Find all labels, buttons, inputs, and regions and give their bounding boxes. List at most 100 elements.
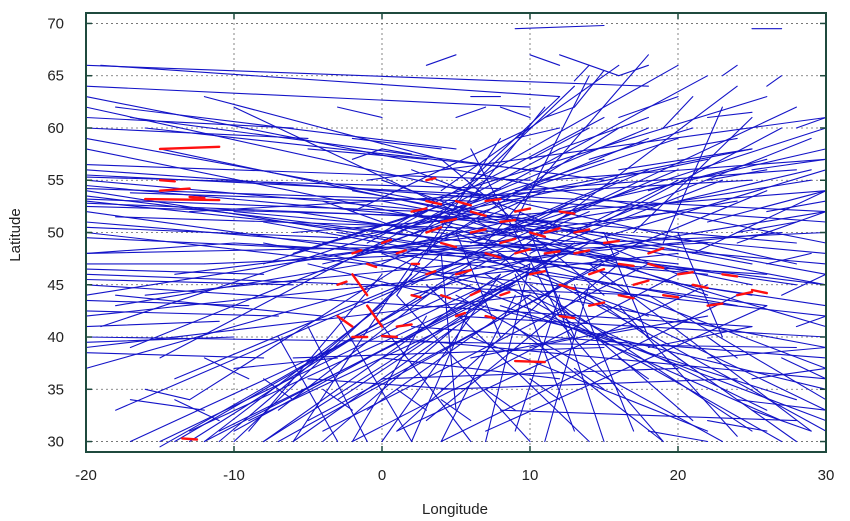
track-segment xyxy=(485,273,783,443)
track-segment xyxy=(425,96,768,202)
track-segment xyxy=(529,284,753,432)
y-tick-label: 50 xyxy=(47,225,64,242)
track-segment xyxy=(322,263,649,432)
highlight-segment xyxy=(395,249,407,255)
track-segment xyxy=(529,54,561,66)
track-segment xyxy=(263,211,427,265)
track-segment xyxy=(85,211,768,307)
y-tick-label: 45 xyxy=(47,277,64,294)
track-segment xyxy=(351,137,442,150)
track-segment xyxy=(440,294,516,443)
track-segment xyxy=(573,64,590,82)
track-segment xyxy=(85,221,709,275)
highlight-segment xyxy=(188,195,206,200)
highlight-segment xyxy=(484,252,502,259)
track-segment xyxy=(470,179,620,244)
track-segment xyxy=(677,137,738,150)
y-tick-label: 40 xyxy=(47,329,64,346)
highlight-segment xyxy=(662,294,680,299)
track-segment xyxy=(129,192,383,202)
track-segment xyxy=(292,346,605,359)
track-segment xyxy=(411,211,827,369)
track-segment xyxy=(455,231,501,338)
highlight-segment xyxy=(351,249,363,255)
track-segment xyxy=(85,294,531,349)
track-segment xyxy=(218,252,442,443)
highlight-segment xyxy=(528,270,546,276)
track-segment xyxy=(85,320,220,328)
track-segment xyxy=(85,299,250,307)
track-segment xyxy=(189,263,472,443)
highlight-segment xyxy=(336,280,348,286)
track-segment xyxy=(233,357,339,369)
track-segment xyxy=(425,263,620,422)
highlight-segment xyxy=(440,217,458,224)
track-segment xyxy=(85,179,812,296)
track-segment xyxy=(618,96,679,119)
track-segment xyxy=(618,64,649,77)
highlight-segment xyxy=(558,210,576,215)
track-segment xyxy=(411,200,575,286)
track-segment xyxy=(529,127,590,160)
x-tick-label: 10 xyxy=(522,467,539,484)
track-segment xyxy=(499,252,664,443)
track-segment xyxy=(544,158,827,181)
highlight-segment xyxy=(440,294,452,300)
track-segment xyxy=(351,273,679,443)
highlight-segment xyxy=(573,249,591,255)
axes: -20 -10 0 10 20 30 30 35 40 45 50 55 60 65 70 xyxy=(47,12,834,484)
track-segment xyxy=(455,106,487,119)
track-segment xyxy=(736,399,827,411)
track-segment xyxy=(440,252,457,411)
highlight-segment xyxy=(484,314,496,320)
track-segment xyxy=(603,231,649,338)
highlight-segment xyxy=(543,250,561,255)
highlight-segment xyxy=(454,268,472,276)
highlight-segment xyxy=(721,273,739,278)
highlight-segment xyxy=(380,334,398,339)
highlight-segment xyxy=(647,262,665,270)
track-segment xyxy=(129,284,472,443)
highlight-segment xyxy=(573,228,591,234)
highlight-segment xyxy=(676,271,694,276)
track-segment xyxy=(618,148,753,171)
track-segment xyxy=(248,273,383,432)
highlight-segment xyxy=(558,314,576,320)
track-segment xyxy=(544,284,590,443)
track-segment xyxy=(529,179,679,254)
track-segment xyxy=(411,305,472,443)
track-segment xyxy=(159,263,531,443)
highlight-segment xyxy=(588,301,606,307)
track-segment xyxy=(381,148,413,155)
track-segment xyxy=(189,127,620,401)
highlight-segment xyxy=(410,207,428,213)
track-segment xyxy=(85,198,427,213)
highlight-segment xyxy=(484,197,502,203)
track-segment xyxy=(322,388,353,411)
highlight-segment xyxy=(528,231,546,238)
track-segment xyxy=(662,106,723,244)
track-segment xyxy=(440,211,590,275)
track-segment xyxy=(322,200,649,317)
y-tick-label: 60 xyxy=(47,120,64,137)
track-segment xyxy=(751,409,812,432)
track-segment xyxy=(618,357,649,380)
highlight-segment xyxy=(425,176,437,182)
highlight-segment xyxy=(454,311,467,318)
highlight-segment xyxy=(425,226,443,234)
track-segment xyxy=(721,64,738,77)
highlight-segment xyxy=(440,241,458,249)
highlight-segment xyxy=(736,290,754,297)
plot-area xyxy=(85,24,827,448)
track-segment xyxy=(707,169,768,181)
highlight-segment xyxy=(425,270,437,276)
track-segment xyxy=(647,430,709,443)
track-segment xyxy=(647,294,827,401)
track-segment xyxy=(499,409,797,422)
highlight-segment xyxy=(543,227,561,234)
x-tick-label: -20 xyxy=(75,467,97,484)
track-segment xyxy=(707,420,768,432)
highlight-segment xyxy=(469,228,487,234)
track-segment xyxy=(85,202,561,223)
